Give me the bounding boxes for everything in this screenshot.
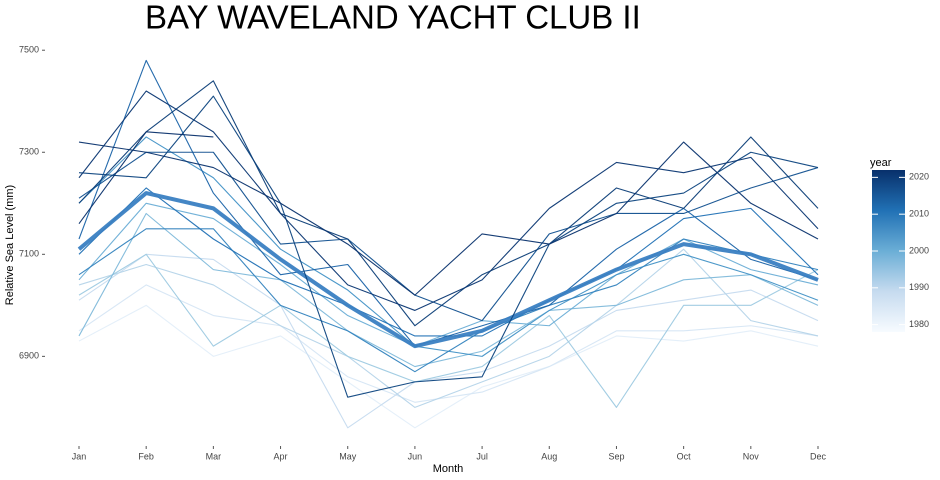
series-line: [78, 228, 819, 373]
series-line: [78, 151, 819, 322]
colorbar-tick-label: 1980: [909, 319, 929, 329]
x-tick-label: Nov: [743, 451, 760, 461]
x-tick-label: Jul: [476, 451, 488, 461]
colorbar-tick-label: 1990: [909, 282, 929, 292]
series-line: [78, 284, 819, 403]
series-line: [78, 131, 214, 225]
series-line: [78, 253, 819, 408]
y-tick-label: 7300: [19, 147, 39, 157]
x-tick-label: Apr: [274, 451, 288, 461]
series-line: [78, 90, 819, 311]
x-tick-label: Jan: [72, 451, 87, 461]
x-tick-label: Mar: [206, 451, 222, 461]
y-tick-label: 6900: [19, 351, 39, 361]
series-line: [78, 95, 819, 398]
x-tick-label: May: [339, 451, 357, 461]
series-line: [78, 59, 819, 347]
colorbar-title: year: [870, 157, 892, 169]
y-axis-label: Relative Sea Level (mm): [4, 185, 16, 305]
x-tick-label: Jun: [408, 451, 423, 461]
series-line: [78, 212, 819, 368]
colorbar-tick-label: 2000: [909, 245, 929, 255]
series-line: [78, 253, 819, 429]
series-line: [77, 191, 819, 349]
series-line: [78, 248, 819, 408]
x-tick-label: Aug: [541, 451, 557, 461]
colorbar-tick-label: 2010: [909, 209, 929, 219]
chart-title: BAY WAVELAND YACHT CLUB II: [145, 0, 641, 36]
x-tick-label: Oct: [677, 451, 692, 461]
colorbar-tick-label: 2020: [909, 172, 929, 182]
x-tick-label: Sep: [608, 451, 624, 461]
series-line: [78, 141, 819, 296]
x-axis-label: Month: [433, 463, 464, 475]
series-line: [78, 80, 819, 327]
y-tick-label: 7500: [19, 45, 39, 55]
series-line: [78, 304, 819, 429]
x-tick-label: Feb: [138, 451, 154, 461]
y-tick-label: 7100: [19, 249, 39, 259]
x-tick-label: Dec: [810, 451, 827, 461]
